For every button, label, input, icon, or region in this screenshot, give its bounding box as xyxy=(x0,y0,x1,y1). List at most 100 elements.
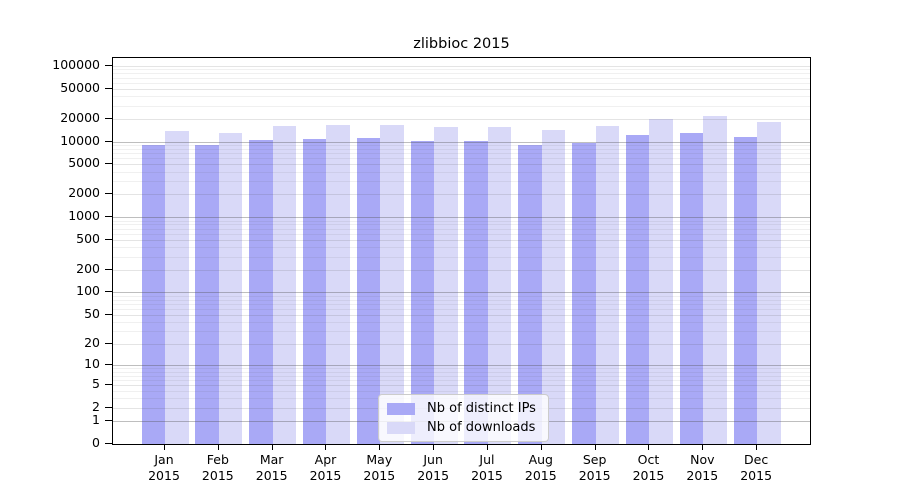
y-tick-label: 2000 xyxy=(68,185,100,201)
legend-label-downloads: Nb of downloads xyxy=(427,420,536,435)
bar-distinct-ips xyxy=(302,138,327,444)
y-tick-label: 20 xyxy=(84,335,100,351)
bar-distinct-ips xyxy=(410,140,435,444)
x-tick-month: Apr xyxy=(314,452,337,467)
bar-downloads xyxy=(434,127,458,444)
legend-item-downloads: Nb of downloads xyxy=(387,420,536,435)
x-axis-tick xyxy=(164,444,165,450)
y-axis-tick xyxy=(105,87,112,89)
x-tick-label: Aug 2015 xyxy=(509,452,573,484)
x-tick-label: Nov 2015 xyxy=(670,452,734,484)
x-axis-tick xyxy=(702,444,704,450)
bars-layer xyxy=(113,58,810,444)
bar-downloads xyxy=(165,131,189,444)
bar-downloads xyxy=(649,118,673,444)
bar-downloads xyxy=(218,132,243,444)
x-axis-tick xyxy=(379,444,381,450)
x-tick-month: Dec xyxy=(744,452,769,467)
bar-downloads xyxy=(595,125,620,444)
x-tick-label: Apr 2015 xyxy=(293,452,357,484)
y-tick-label: 2 xyxy=(92,398,100,414)
y-tick-label: 50000 xyxy=(60,79,100,95)
y-tick-label: 5000 xyxy=(68,155,100,171)
x-tick-month: May xyxy=(366,452,393,467)
x-tick-label: Jul 2015 xyxy=(455,452,519,484)
y-tick-label: 500 xyxy=(76,230,100,246)
x-tick-label: Mar 2015 xyxy=(240,452,304,484)
x-tick-month: Jul xyxy=(479,452,495,467)
x-tick-year: 2015 xyxy=(524,468,557,483)
y-axis-tick xyxy=(105,420,112,422)
x-tick-year: 2015 xyxy=(363,468,396,483)
y-tick-label: 10 xyxy=(84,356,100,372)
y-axis-tick xyxy=(105,117,112,119)
bar-distinct-ips xyxy=(518,145,542,444)
legend: Nb of distinct IPs Nb of downloads xyxy=(378,394,549,442)
x-tick-year: 2015 xyxy=(255,468,288,483)
x-axis-tick xyxy=(648,444,650,450)
x-axis-tick xyxy=(486,444,488,450)
bar-distinct-ips xyxy=(625,135,650,444)
y-axis-tick xyxy=(105,343,112,345)
y-axis-tick xyxy=(105,313,112,315)
bar-downloads xyxy=(272,126,297,444)
y-axis-tick xyxy=(105,238,112,240)
x-tick-year: 2015 xyxy=(148,468,180,483)
x-axis-tick xyxy=(540,444,542,450)
x-axis-tick xyxy=(325,444,327,450)
x-tick-label: Jun 2015 xyxy=(401,452,465,484)
legend-swatch-distinct-ips xyxy=(387,402,415,415)
legend-swatch-downloads xyxy=(387,421,415,434)
x-tick-month: Jan xyxy=(154,452,174,467)
x-tick-month: Feb xyxy=(206,452,229,467)
x-tick-month: Mar xyxy=(259,452,284,467)
bar-distinct-ips xyxy=(249,140,273,444)
y-axis-tick xyxy=(105,193,112,195)
y-axis-tick xyxy=(105,384,112,386)
y-tick-label: 1 xyxy=(92,412,100,428)
y-tick-label: 100000 xyxy=(52,56,100,72)
y-tick-label: 1000 xyxy=(68,208,100,224)
x-axis-tick xyxy=(217,444,219,450)
x-axis-tick xyxy=(756,444,758,450)
x-tick-month: Sep xyxy=(582,452,607,467)
x-tick-label: Feb 2015 xyxy=(186,452,250,484)
y-axis-tick xyxy=(105,406,112,408)
x-tick-year: 2015 xyxy=(686,468,719,483)
x-tick-label: Jan 2015 xyxy=(132,452,196,484)
x-tick-year: 2015 xyxy=(740,468,773,483)
bar-downloads xyxy=(757,121,781,444)
y-tick-label: 0 xyxy=(92,435,100,450)
y-tick-label: 5 xyxy=(92,376,100,392)
x-tick-year: 2015 xyxy=(309,468,342,483)
legend-item-distinct-ips: Nb of distinct IPs xyxy=(387,401,536,416)
x-tick-label: Oct 2015 xyxy=(616,452,680,484)
bar-distinct-ips xyxy=(464,141,488,444)
y-axis-tick xyxy=(105,291,112,293)
x-tick-label: Sep 2015 xyxy=(563,452,627,484)
x-tick-month: Jun xyxy=(423,452,443,467)
plot-area: Nb of distinct IPs Nb of downloads xyxy=(112,57,811,445)
y-axis-tick xyxy=(105,268,112,270)
bar-downloads xyxy=(703,116,727,444)
bar-distinct-ips xyxy=(141,145,165,444)
x-tick-year: 2015 xyxy=(632,468,665,483)
x-tick-label: Dec 2015 xyxy=(724,452,788,484)
bar-distinct-ips xyxy=(195,145,219,444)
bar-distinct-ips xyxy=(572,143,596,444)
bar-distinct-ips xyxy=(733,137,758,444)
y-axis-tick xyxy=(105,163,112,165)
bar-downloads xyxy=(380,125,404,444)
x-tick-month: Oct xyxy=(637,452,660,467)
y-tick-label: 50 xyxy=(84,305,100,321)
y-axis-tick xyxy=(105,364,112,366)
x-tick-label: May 2015 xyxy=(347,452,411,484)
x-tick-year: 2015 xyxy=(417,468,450,483)
y-axis-tick xyxy=(105,443,112,444)
chart-title: zlibbioc 2015 xyxy=(413,36,510,52)
legend-label-distinct-ips: Nb of distinct IPs xyxy=(427,401,536,416)
x-axis-tick xyxy=(594,444,596,450)
x-tick-month: Nov xyxy=(690,452,715,467)
y-axis-tick xyxy=(105,140,112,142)
bar-downloads xyxy=(487,127,512,444)
